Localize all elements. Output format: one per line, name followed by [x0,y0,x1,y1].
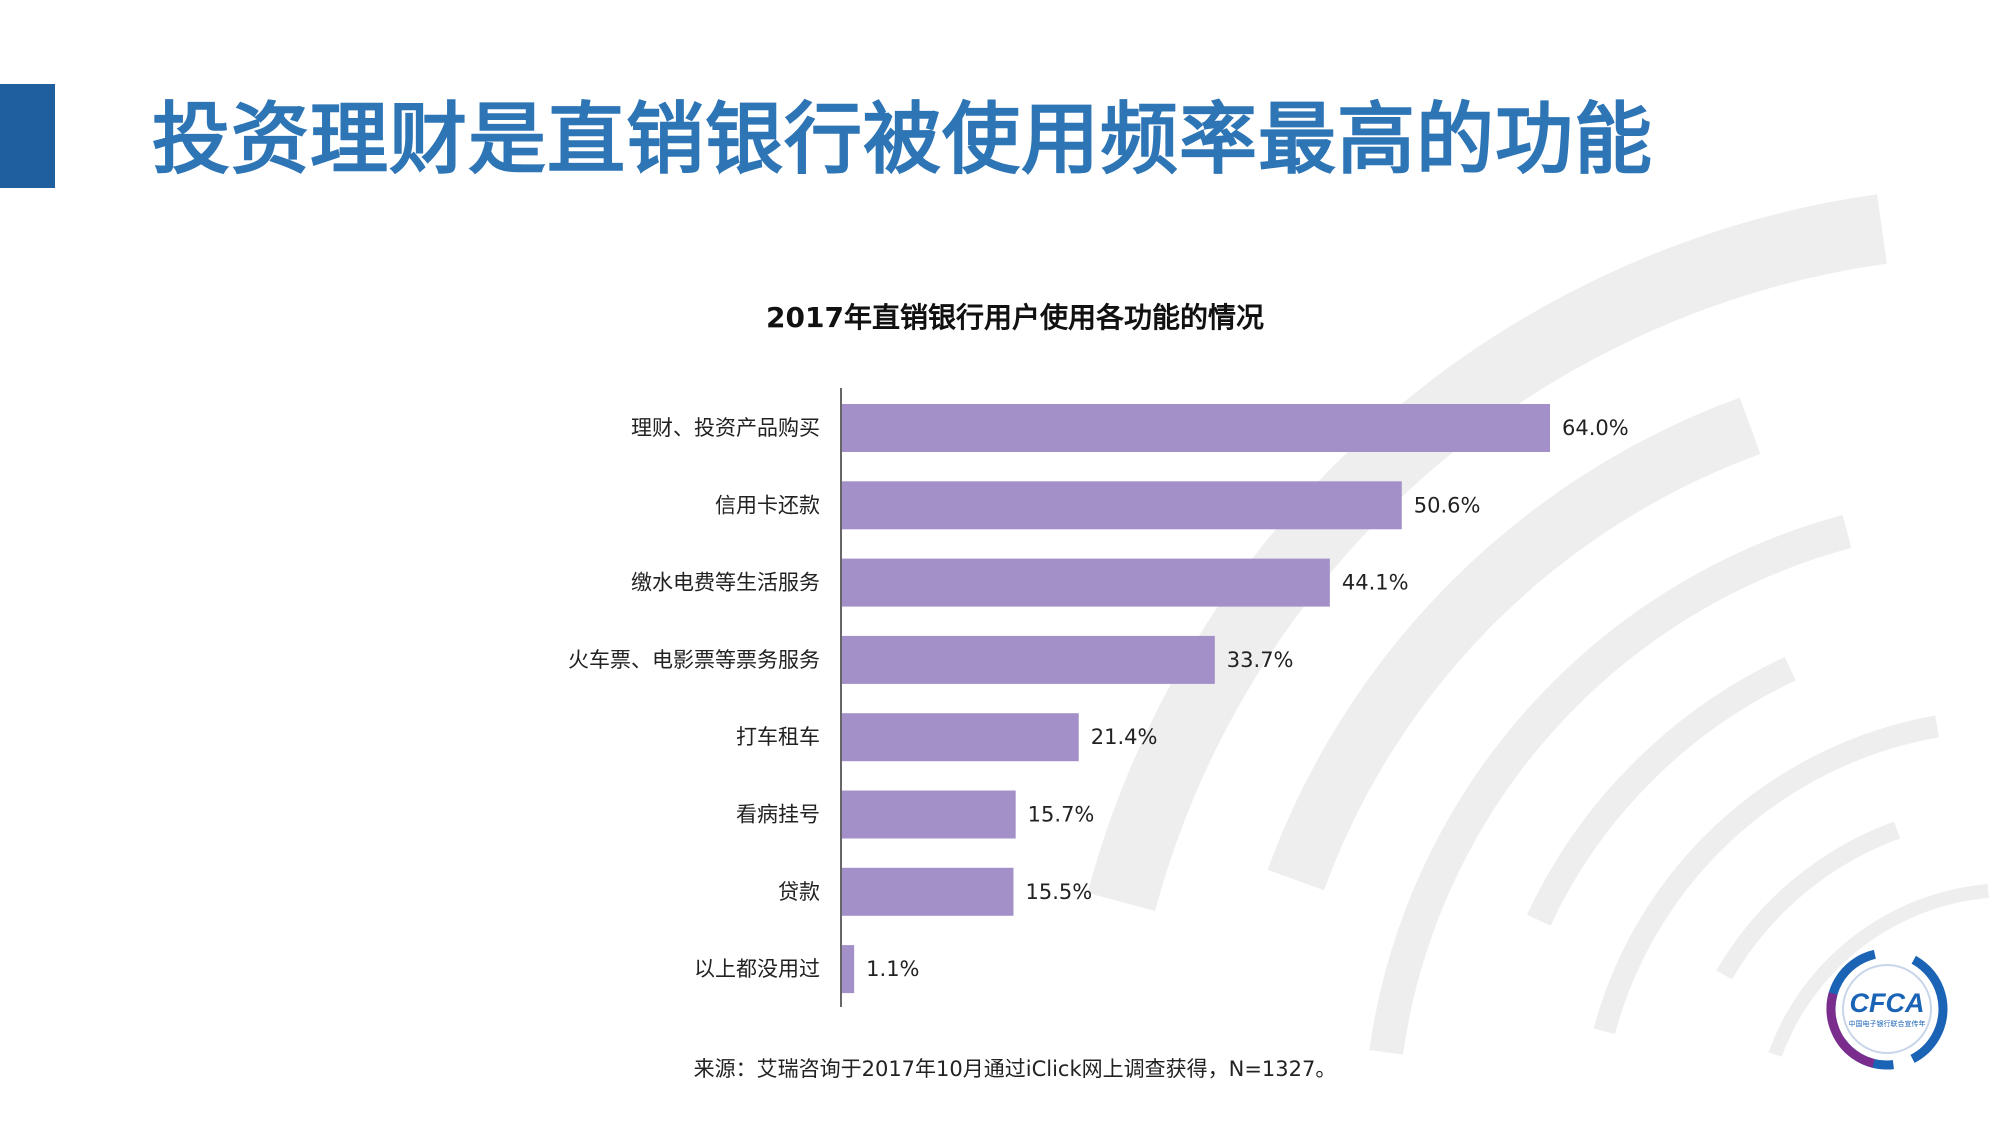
bar [842,945,855,994]
category-label: 贷款 [778,880,820,904]
value-label: 15.7% [1028,803,1095,827]
category-label: 火车票、电影票等票务服务 [568,648,820,672]
category-label: 缴水电费等生活服务 [631,571,820,595]
title-accent-bar [0,84,55,188]
value-label: 1.1% [866,957,919,981]
category-label: 理财、投资产品购买 [631,416,820,440]
bar [842,867,1014,916]
value-label: 33.7% [1227,648,1294,672]
decorative-arc [1267,397,1761,891]
bar [842,404,1550,452]
bar [842,713,1079,762]
value-label: 64.0% [1562,416,1629,440]
decorative-arc [1716,821,1901,980]
category-label: 信用卡还款 [715,493,820,517]
decorative-arc [1526,656,1796,926]
category-label: 看病挂号 [736,803,820,827]
bars-layer: 理财、投资产品购买 64.0% 信用卡还款 50.6% 缴水电费等生活服务 44.1% 火车… [568,404,1629,994]
decorative-arc [1369,515,1852,1055]
logo-subtitle: 中国电子银行联合宣传年 [1849,1019,1926,1028]
bar [842,481,1402,530]
decorative-arc [1768,883,1989,1057]
bar [842,558,1330,607]
bar [842,790,1016,839]
decorative-arc [1593,715,1939,1035]
slide-title: 投资理财是直销银行被使用频率最高的功能 [152,95,1654,185]
value-label: 50.6% [1414,493,1481,517]
category-label: 打车租车 [736,725,820,749]
category-label: 以上都没用过 [694,957,820,981]
value-label: 21.4% [1091,725,1158,749]
source-note: 来源：艾瑞咨询于2017年10月通过iClick网上调查获得，N=1327。 [693,1057,1337,1081]
bar [842,635,1215,684]
value-label: 44.1% [1342,571,1409,595]
logo-wordmark: CFCA [1850,988,1925,1018]
value-label: 15.5% [1025,880,1092,904]
chart-title: 2017年直销银行用户使用各功能的情况 [766,301,1264,334]
cfca-logo: CFCA 中国电子银行联合宣传年 [1826,948,1948,1070]
